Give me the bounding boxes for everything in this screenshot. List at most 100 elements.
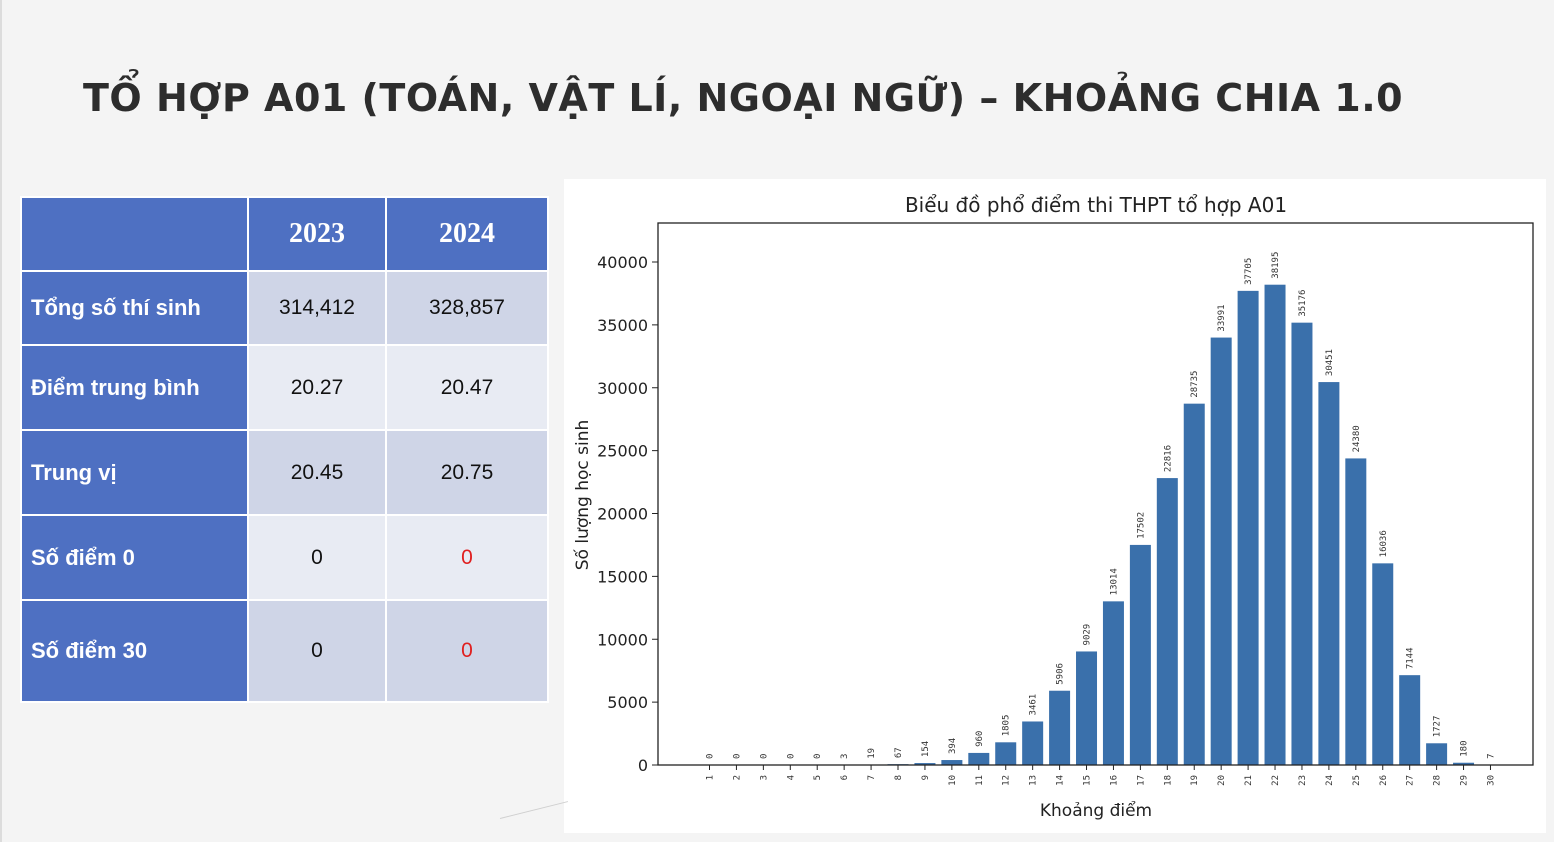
median-2023: 20.45 bbox=[247, 429, 387, 516]
x-tick-label: 27 bbox=[1406, 775, 1416, 786]
slide-left-edge bbox=[0, 0, 2, 842]
data-label: 33991 bbox=[1217, 304, 1227, 331]
data-label: 5906 bbox=[1056, 663, 1066, 685]
x-tick-label: 11 bbox=[975, 775, 985, 786]
y-tick-label: 35000 bbox=[597, 316, 648, 335]
median-2024: 20.75 bbox=[385, 429, 549, 516]
data-label: 19 bbox=[867, 748, 877, 759]
average-score-2023: 20.27 bbox=[247, 344, 387, 431]
x-tick-label: 23 bbox=[1298, 775, 1308, 786]
table-row: Số điểm 0 0 0 bbox=[20, 514, 549, 601]
data-label: 37705 bbox=[1244, 258, 1254, 285]
y-tick-label: 10000 bbox=[597, 630, 648, 649]
x-tick-label: 9 bbox=[921, 775, 931, 780]
bar bbox=[1129, 544, 1151, 765]
data-label: 0 bbox=[786, 754, 796, 759]
x-tick-label: 8 bbox=[894, 775, 904, 780]
bar bbox=[1453, 762, 1475, 765]
bar bbox=[995, 742, 1017, 765]
row-label-median: Trung vị bbox=[20, 429, 249, 516]
y-tick-label: 20000 bbox=[597, 505, 648, 524]
data-label: 17502 bbox=[1136, 512, 1146, 539]
data-label: 3461 bbox=[1029, 694, 1039, 716]
score-distribution-chart: Biểu đồ phổ điểm thi THPT tổ hợp A01 Kho… bbox=[572, 193, 1534, 821]
bar bbox=[914, 763, 936, 765]
x-tick-label: 26 bbox=[1379, 775, 1389, 786]
data-label: 9029 bbox=[1083, 624, 1093, 646]
bar bbox=[941, 760, 963, 765]
bar bbox=[1183, 403, 1205, 765]
x-tick-label: 18 bbox=[1163, 775, 1173, 786]
plot-frame bbox=[657, 222, 1534, 766]
y-tick-label: 25000 bbox=[597, 442, 648, 461]
bar bbox=[1049, 690, 1071, 765]
data-label: 0 bbox=[706, 754, 716, 759]
row-label-total-candidates: Tổng số thí sinh bbox=[20, 270, 249, 346]
table-row: Tổng số thí sinh 314,412 328,857 bbox=[20, 270, 549, 346]
x-tick-label: 17 bbox=[1136, 775, 1146, 786]
bar bbox=[1426, 743, 1448, 765]
x-tick-label: 14 bbox=[1056, 775, 1066, 786]
table-row: Trung vị 20.45 20.75 bbox=[20, 429, 549, 516]
table-header-row: 2023 2024 bbox=[20, 196, 549, 272]
data-label: 38195 bbox=[1271, 252, 1281, 279]
bar bbox=[1345, 458, 1367, 765]
y-tick-label: 40000 bbox=[597, 253, 648, 272]
decorative-line bbox=[499, 801, 569, 819]
chart-title: Biểu đồ phổ điểm thi THPT tổ hợp A01 bbox=[905, 193, 1287, 217]
row-label-average-score: Điểm trung bình bbox=[20, 344, 249, 431]
y-axis-label: Số lượng học sinh bbox=[572, 420, 593, 571]
x-tick-label: 19 bbox=[1190, 775, 1200, 786]
x-tick-label: 10 bbox=[948, 775, 958, 786]
x-tick-label: 12 bbox=[1002, 775, 1012, 786]
slide-title: TỔ HỢP A01 (TOÁN, VẬT LÍ, NGOẠI NGỮ) – K… bbox=[83, 76, 1404, 120]
bar bbox=[1318, 382, 1340, 765]
data-label: 24380 bbox=[1352, 425, 1362, 452]
y-tick-label: 30000 bbox=[597, 379, 648, 398]
table-corner-cell bbox=[20, 196, 249, 272]
bar bbox=[1399, 675, 1421, 765]
bar bbox=[1102, 601, 1124, 765]
chart-panel: Biểu đồ phổ điểm thi THPT tổ hợp A01 Kho… bbox=[564, 179, 1546, 833]
data-label: 0 bbox=[813, 754, 823, 759]
data-label: 7 bbox=[1486, 753, 1496, 758]
table-row: Số điểm 30 0 0 bbox=[20, 599, 549, 703]
x-tick-label: 21 bbox=[1244, 775, 1254, 786]
x-tick-label: 25 bbox=[1352, 775, 1362, 786]
bar bbox=[1372, 563, 1394, 765]
x-tick-label: 20 bbox=[1217, 775, 1227, 786]
total-candidates-2023: 314,412 bbox=[247, 270, 387, 346]
data-label: 7144 bbox=[1406, 647, 1416, 669]
data-label: 1805 bbox=[1002, 715, 1012, 737]
data-label: 30451 bbox=[1325, 349, 1335, 376]
x-tick-label: 22 bbox=[1271, 775, 1281, 786]
x-tick-label: 2 bbox=[732, 775, 742, 780]
y-tick-label: 5000 bbox=[607, 693, 648, 712]
x-tick-label: 28 bbox=[1433, 775, 1443, 786]
row-label-thirty-scores: Số điểm 30 bbox=[20, 599, 249, 703]
table-row: Điểm trung bình 20.27 20.47 bbox=[20, 344, 549, 431]
x-tick-label: 16 bbox=[1109, 775, 1119, 786]
x-tick-label: 15 bbox=[1083, 775, 1093, 786]
data-label: 960 bbox=[975, 731, 985, 747]
table-header-2023: 2023 bbox=[247, 196, 387, 272]
bars-layer bbox=[833, 284, 1501, 765]
x-tick-label: 7 bbox=[867, 775, 877, 780]
bar bbox=[1210, 337, 1232, 765]
x-tick-label: 1 bbox=[706, 775, 716, 780]
bar bbox=[968, 752, 990, 765]
axes-layer: 0500010000150002000025000300003500040000… bbox=[597, 222, 1534, 786]
thirty-scores-2024: 0 bbox=[385, 599, 549, 703]
data-label: 0 bbox=[732, 754, 742, 759]
x-tick-label: 13 bbox=[1029, 775, 1039, 786]
x-tick-label: 4 bbox=[786, 775, 796, 780]
data-label: 16036 bbox=[1379, 530, 1389, 557]
data-label: 154 bbox=[921, 741, 931, 757]
y-tick-label: 15000 bbox=[597, 567, 648, 586]
data-label: 13014 bbox=[1109, 568, 1119, 595]
row-label-zero-scores: Số điểm 0 bbox=[20, 514, 249, 601]
x-tick-label: 30 bbox=[1486, 775, 1496, 786]
zero-scores-2023: 0 bbox=[247, 514, 387, 601]
total-candidates-2024: 328,857 bbox=[385, 270, 549, 346]
x-tick-label: 5 bbox=[813, 775, 823, 780]
